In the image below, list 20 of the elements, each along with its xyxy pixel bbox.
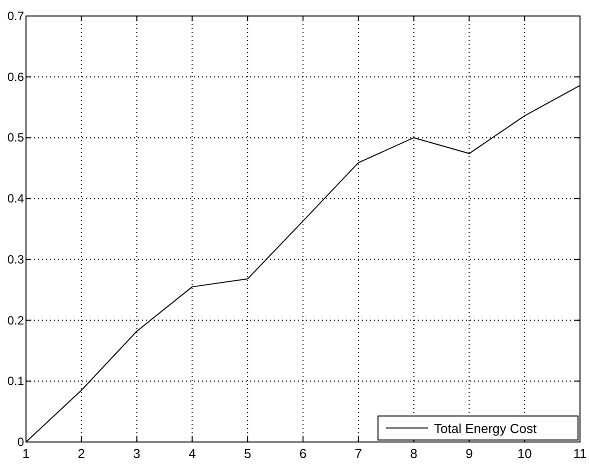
- y-tick-label: 0.3: [7, 252, 24, 266]
- y-tick-label: 0: [17, 435, 24, 449]
- y-tick-label: 0.7: [7, 9, 24, 23]
- legend-label: Total Energy Cost: [434, 421, 537, 436]
- x-tick-label: 2: [78, 446, 86, 461]
- x-tick-label: 7: [354, 446, 362, 461]
- y-tick-label: 0.6: [7, 70, 24, 84]
- x-tick-label: 4: [188, 446, 196, 461]
- y-tick-label: 0.1: [7, 374, 24, 388]
- y-tick-label: 0.4: [7, 192, 24, 206]
- x-tick-label: 5: [244, 446, 252, 461]
- y-tick-label: 0.5: [7, 130, 24, 145]
- x-tick-label: 1: [22, 446, 30, 461]
- x-tick-label: 10: [517, 446, 532, 461]
- x-tick-label: 9: [466, 446, 473, 461]
- x-tick-label: 8: [410, 446, 418, 461]
- x-tick-label: 3: [133, 446, 140, 461]
- x-tick-label: 6: [299, 446, 307, 461]
- y-tick-label: 0.2: [7, 313, 24, 328]
- x-tick-label: 11: [573, 446, 587, 461]
